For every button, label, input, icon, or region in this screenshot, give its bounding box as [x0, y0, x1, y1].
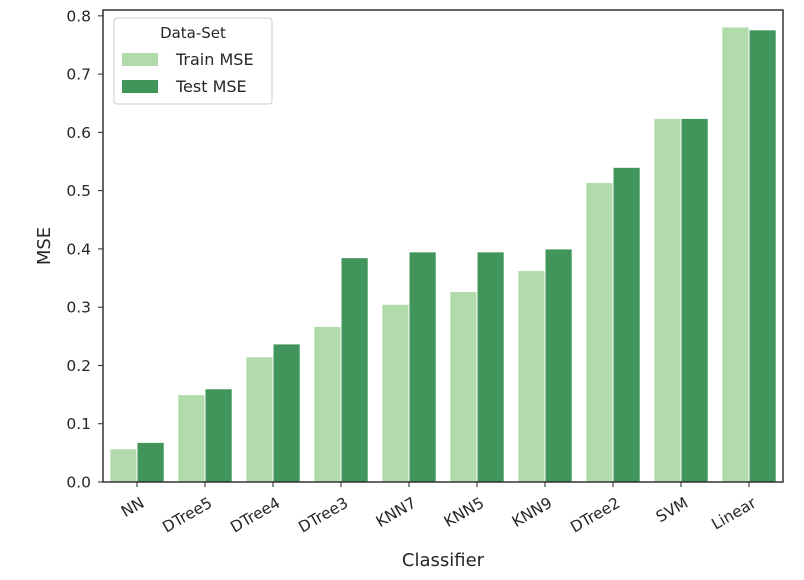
bar-knn7-train-mse	[381, 303, 410, 483]
bars-group	[109, 26, 777, 483]
bar-dtree3-test-mse	[340, 257, 369, 483]
bar-linear-test-mse	[748, 29, 777, 483]
bar-nn-train-mse	[109, 448, 138, 483]
legend-label-train-mse: Train MSE	[175, 50, 254, 69]
y-tick-label: 0.5	[66, 182, 91, 200]
x-tick-label-knn7: KNN7	[373, 494, 419, 531]
y-tick-label: 0.0	[66, 474, 91, 492]
x-tick-label-dtree4: DTree4	[227, 494, 283, 537]
plot-frame	[102, 9, 784, 483]
bar-dtree4-test-mse	[272, 343, 301, 483]
legend-swatch-train-mse	[122, 53, 158, 66]
x-tick-labels: NN DTree5 DTree4 DTree3 KNN7 KNN5 KNN9 DTree2 SV…	[118, 482, 760, 536]
bar-nn-test-mse	[136, 441, 165, 483]
bar-knn9-train-mse	[517, 269, 546, 483]
bar-dtree5-train-mse	[177, 394, 206, 483]
x-tick-label-linear: Linear	[709, 493, 760, 533]
x-tick-label-knn9: KNN9	[509, 494, 555, 531]
y-tick-label: 0.6	[66, 124, 91, 142]
x-tick-label-dtree2: DTree2	[567, 494, 623, 537]
legend-title: Data-Set	[160, 24, 226, 42]
x-axis-label: Classifier	[402, 550, 485, 571]
bar-linear-train-mse	[721, 26, 750, 483]
bar-dtree4-train-mse	[245, 356, 274, 483]
y-tick-label: 0.8	[66, 7, 91, 25]
bar-svm-train-mse	[653, 117, 682, 483]
y-tick-label: 0.2	[66, 357, 91, 375]
bar-dtree2-train-mse	[585, 181, 614, 483]
bar-knn7-test-mse	[408, 251, 437, 483]
bar-svm-test-mse	[680, 117, 709, 483]
x-tick-label-dtree5: DTree5	[159, 494, 215, 537]
legend: Data-Set Train MSE Test MSE	[113, 17, 273, 105]
legend-swatch-test-mse	[122, 80, 158, 93]
y-tick-labels: 0.0 0.1 0.2 0.3 0.4 0.5 0.6 0.7 0.8	[66, 7, 103, 492]
bar-dtree2-test-mse	[612, 166, 641, 483]
y-tick-label: 0.4	[66, 240, 91, 258]
x-tick-label-svm: SVM	[653, 494, 691, 527]
bar-dtree5-test-mse	[204, 388, 233, 483]
y-tick-label: 0.1	[66, 415, 91, 433]
x-tick-label-nn: NN	[118, 494, 147, 521]
x-tick-label-dtree3: DTree3	[295, 494, 351, 537]
bar-knn5-test-mse	[476, 251, 505, 483]
bar-knn5-train-mse	[449, 290, 478, 483]
x-tick-label-knn5: KNN5	[441, 494, 487, 531]
y-tick-label: 0.7	[66, 66, 91, 84]
y-axis-label: MSE	[34, 227, 55, 265]
legend-label-test-mse: Test MSE	[175, 77, 247, 96]
y-tick-label: 0.3	[66, 299, 91, 317]
bar-dtree3-train-mse	[313, 325, 342, 483]
bar-knn9-test-mse	[544, 248, 573, 483]
